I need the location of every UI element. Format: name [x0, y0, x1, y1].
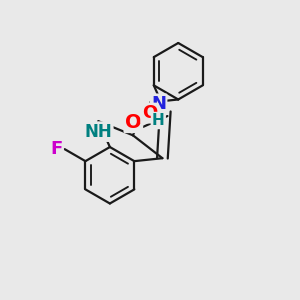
Text: O: O — [125, 112, 142, 132]
Text: O: O — [142, 104, 157, 122]
Text: H: H — [152, 113, 165, 128]
Text: NH: NH — [85, 123, 112, 141]
Text: N: N — [151, 95, 166, 113]
Text: F: F — [50, 140, 62, 158]
